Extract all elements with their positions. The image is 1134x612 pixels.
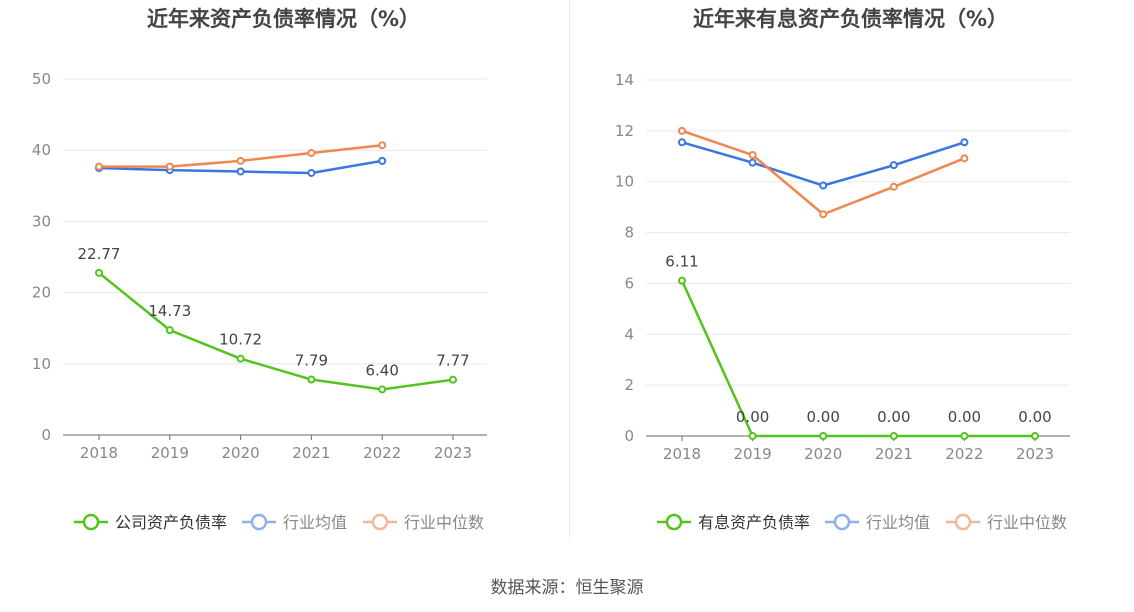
data-point — [889, 182, 898, 191]
legend-marker — [833, 513, 851, 531]
x-tick-label: 2020 — [222, 444, 260, 462]
data-point — [378, 141, 387, 150]
legend-item-2: 行业中位数 — [946, 513, 1067, 532]
x-tick-label: 2019 — [151, 444, 189, 462]
data-point — [165, 162, 174, 171]
data-label: 0.00 — [806, 408, 839, 426]
data-point — [819, 210, 828, 219]
data-point — [960, 154, 969, 163]
line-chart-interest-debt-ratio: 0 2 4 6 8 10 12 14 2018 2019 2020 2021 2022 2023 6.11 0… — [615, 71, 1070, 532]
x-tick-label: 2023 — [434, 444, 472, 462]
panel-divider — [569, 0, 570, 540]
data-point — [748, 151, 757, 160]
data-label: 14.73 — [148, 302, 191, 320]
series-line-1 — [681, 141, 965, 187]
data-point — [95, 268, 103, 277]
chart-title: 近年来资产负债率情况（%） — [146, 7, 421, 31]
legend-item-0: 公司资产负债率 — [74, 513, 227, 532]
data-point — [748, 432, 757, 440]
data-point — [449, 375, 457, 384]
legend-label: 有息资产负债率 — [698, 513, 810, 532]
x-tick-label: 2023 — [1016, 445, 1054, 463]
data-point — [960, 138, 969, 147]
y-tick-label: 20 — [32, 284, 51, 302]
y-tick-label: 2 — [624, 376, 634, 394]
y-tick-label: 12 — [615, 122, 634, 140]
data-label: 0.00 — [877, 408, 910, 426]
legend-item-1: 行业均值 — [242, 513, 347, 532]
data-point — [678, 126, 686, 135]
legend-marker — [82, 513, 100, 531]
x-tick-label: 2021 — [292, 444, 330, 462]
y-tick-label: 30 — [32, 212, 51, 230]
y-tick-label: 4 — [624, 325, 634, 343]
y-tick-label: 8 — [624, 224, 634, 242]
y-tick-label: 10 — [615, 173, 634, 191]
data-label: 0.00 — [736, 408, 769, 426]
series-line-0 — [98, 271, 454, 391]
legend-label: 行业均值 — [283, 513, 347, 532]
data-point — [678, 276, 686, 285]
data-label: 6.40 — [365, 361, 398, 379]
legend-item-0: 有息资产负债率 — [657, 513, 810, 532]
x-tick-label: 2018 — [663, 445, 701, 463]
x-tick-label: 2022 — [945, 445, 983, 463]
data-point — [819, 432, 828, 440]
chart-panel-debt-ratio: 近年来资产负债率情况（%） 0 10 20 30 40 50 2018 2019 2020 202… — [0, 0, 567, 560]
data-point — [165, 326, 174, 335]
data-point — [378, 385, 387, 394]
y-tick-label: 6 — [624, 274, 634, 292]
data-point — [236, 167, 245, 176]
data-point — [236, 156, 245, 165]
x-tick-label: 2022 — [363, 444, 401, 462]
data-label: 7.77 — [436, 352, 469, 370]
x-tick-label: 2018 — [80, 444, 118, 462]
y-tick-label: 40 — [32, 141, 51, 159]
legend-marker — [665, 513, 683, 531]
line-chart-debt-ratio: 0 10 20 30 40 50 2018 2019 2020 2021 2022 2023 22.77… — [32, 70, 487, 532]
y-tick-label: 14 — [615, 71, 634, 89]
data-point — [889, 432, 898, 440]
series-line-2 — [681, 129, 965, 216]
data-point — [378, 156, 387, 165]
data-label: 10.72 — [219, 331, 262, 349]
x-tick-label: 2020 — [804, 445, 842, 463]
legend-marker — [954, 513, 972, 531]
data-point — [678, 138, 686, 147]
legend-label: 公司资产负债率 — [115, 513, 227, 532]
legend-item-2: 行业中位数 — [363, 513, 484, 532]
legend-marker — [250, 513, 268, 531]
data-point — [748, 158, 757, 167]
chart-title: 近年来有息资产负债率情况（%） — [692, 7, 1009, 31]
chart-panel-interest-debt-ratio: 近年来有息资产负债率情况（%） 0 2 4 6 8 10 12 14 2018 2019 2020 2… — [567, 0, 1134, 560]
data-source-note: 数据来源：恒生聚源 — [490, 578, 644, 598]
data-label: 6.11 — [665, 253, 698, 271]
legend-label: 行业中位数 — [404, 513, 484, 532]
data-point — [307, 375, 316, 384]
data-point — [95, 162, 103, 171]
data-point — [819, 181, 828, 190]
legend-marker — [371, 513, 389, 531]
data-point — [307, 149, 316, 158]
y-tick-label: 50 — [32, 70, 51, 88]
data-label: 0.00 — [948, 408, 981, 426]
data-point — [236, 354, 245, 363]
y-tick-label: 0 — [41, 426, 51, 444]
data-label: 22.77 — [78, 245, 121, 263]
x-tick-label: 2021 — [875, 445, 913, 463]
legend-label: 行业中位数 — [987, 513, 1067, 532]
data-label: 0.00 — [1018, 408, 1051, 426]
legend-item-1: 行业均值 — [825, 513, 930, 532]
data-point — [960, 432, 969, 440]
series-line-0 — [680, 280, 1035, 438]
legend-label: 行业均值 — [866, 513, 930, 532]
y-tick-label: 10 — [32, 355, 51, 373]
data-point — [307, 168, 316, 177]
data-point — [1031, 432, 1039, 440]
y-tick-label: 0 — [624, 427, 634, 445]
data-point — [889, 161, 898, 170]
x-tick-label: 2019 — [734, 445, 772, 463]
data-label: 7.79 — [295, 352, 328, 370]
